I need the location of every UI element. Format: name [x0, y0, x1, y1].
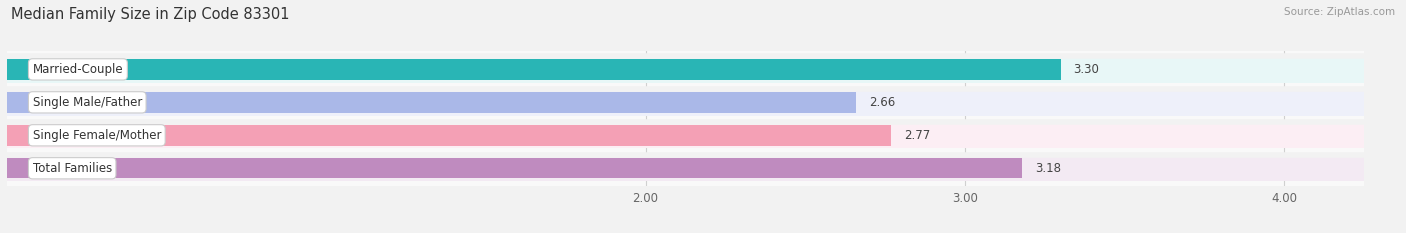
Bar	[7, 155, 1364, 182]
Bar	[7, 158, 1022, 178]
Bar	[7, 89, 1364, 116]
Text: Total Families: Total Families	[32, 162, 112, 175]
Text: Married-Couple: Married-Couple	[32, 63, 124, 76]
Text: 3.30: 3.30	[1073, 63, 1099, 76]
Bar	[7, 59, 1060, 80]
Bar	[7, 92, 856, 113]
Bar	[7, 125, 891, 146]
Text: Source: ZipAtlas.com: Source: ZipAtlas.com	[1284, 7, 1395, 17]
Text: Median Family Size in Zip Code 83301: Median Family Size in Zip Code 83301	[11, 7, 290, 22]
Text: 2.77: 2.77	[904, 129, 931, 142]
Text: Single Female/Mother: Single Female/Mother	[32, 129, 162, 142]
Text: Single Male/Father: Single Male/Father	[32, 96, 142, 109]
Bar	[7, 56, 1364, 82]
Text: 3.18: 3.18	[1035, 162, 1062, 175]
Bar	[7, 122, 1364, 148]
Text: 2.66: 2.66	[869, 96, 896, 109]
